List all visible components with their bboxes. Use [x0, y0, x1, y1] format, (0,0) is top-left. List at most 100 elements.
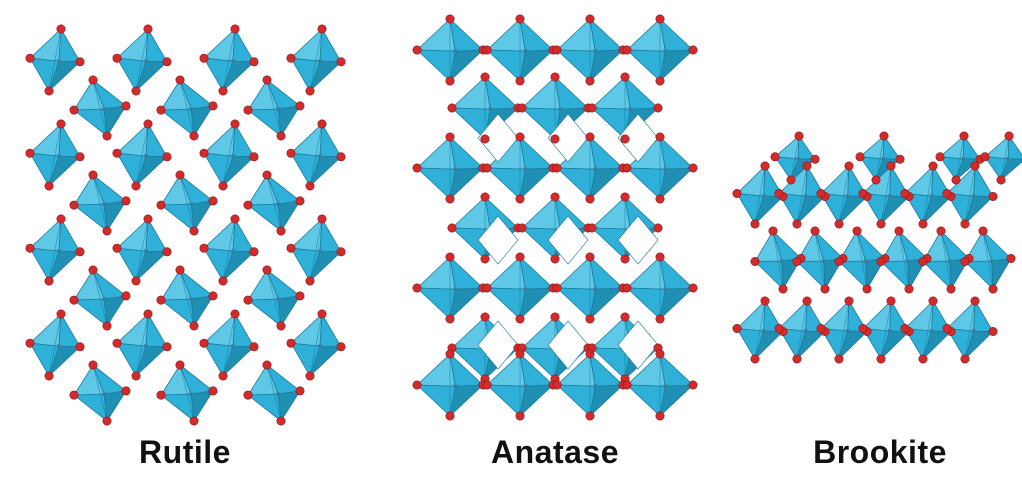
octahedron — [73, 174, 127, 232]
octahedron — [626, 256, 694, 320]
octahedron-face — [309, 250, 342, 282]
oxygen-atom — [75, 152, 85, 162]
octahedron — [247, 269, 301, 327]
titanium-atom — [101, 201, 107, 207]
oxygen-atom — [249, 247, 259, 257]
oxygen-atom — [904, 284, 914, 294]
titanium-atom — [523, 384, 528, 389]
octahedron — [904, 300, 952, 360]
titanium-atom — [593, 167, 598, 172]
octahedron-edge — [796, 165, 808, 225]
octahedron-face — [659, 136, 694, 170]
octahedron-face — [416, 384, 456, 417]
octahedron-face — [416, 287, 456, 320]
oxygen-atom — [552, 45, 562, 55]
octahedron-face — [519, 49, 554, 82]
oxygen-atom — [445, 14, 455, 24]
octahedron-face — [519, 384, 554, 417]
oxygen-atom — [445, 314, 455, 324]
octahedron — [116, 28, 168, 92]
octahedron-face — [29, 123, 62, 157]
oxygen-atom — [774, 323, 784, 333]
octahedron-face — [247, 203, 282, 232]
octahedron-edge — [856, 230, 868, 290]
octahedron-face — [232, 123, 255, 158]
oxygen-atom — [928, 296, 938, 306]
titanium-atom — [881, 156, 886, 162]
oxygen-atom — [218, 86, 228, 96]
oxygen-atom — [156, 295, 166, 305]
oxygen-atom — [162, 152, 172, 162]
octahedron-face — [449, 136, 484, 170]
octahedron-face — [203, 28, 236, 62]
octahedron — [486, 136, 554, 200]
oxygen-atom — [162, 57, 172, 67]
oxygen-atom — [750, 354, 760, 364]
octahedron-face — [319, 313, 342, 348]
octahedron-edge — [92, 269, 108, 327]
oxygen-atom — [276, 131, 286, 141]
octahedron-face — [309, 60, 342, 92]
oxygen-atom — [317, 24, 327, 34]
oxygen-atom — [918, 354, 928, 364]
octahedron-face — [519, 167, 554, 200]
oxygen-atom — [876, 354, 886, 364]
octahedron — [290, 313, 342, 377]
oxygen-atom — [69, 105, 79, 115]
oxygen-atom — [230, 309, 240, 319]
oxygen-atom — [208, 101, 218, 111]
oxygen-atom — [786, 175, 796, 185]
octahedron — [486, 18, 554, 82]
octahedron-edge — [772, 230, 784, 290]
oxygen-atom — [69, 200, 79, 210]
octahedron-face — [781, 258, 802, 290]
octahedron-face — [135, 345, 168, 377]
octahedron-face — [232, 28, 255, 63]
oxygen-atom — [834, 256, 844, 266]
octahedron-face — [319, 28, 342, 63]
octahedron-face — [880, 195, 910, 225]
oxygen-atom — [317, 309, 327, 319]
octahedron-edge — [880, 300, 892, 360]
oxygen-atom — [305, 371, 315, 381]
octahedron-face — [659, 256, 694, 290]
octahedron-face — [486, 384, 526, 417]
oxygen-atom — [412, 380, 422, 390]
titanium-atom — [101, 296, 107, 302]
titanium-atom — [971, 328, 976, 334]
titanium-atom — [453, 384, 458, 389]
oxygen-atom — [88, 265, 98, 275]
octahedron-face — [232, 313, 255, 348]
oxygen-atom — [792, 256, 802, 266]
titanium-atom — [230, 249, 236, 254]
titanium-atom — [317, 59, 323, 64]
octahedron-face — [519, 256, 554, 290]
octahedron-face — [949, 258, 970, 290]
octahedron — [29, 313, 81, 377]
oxygen-atom — [550, 72, 560, 82]
oxygen-atom — [688, 45, 698, 55]
titanium-atom — [188, 106, 194, 112]
titanium-atom — [275, 106, 281, 112]
octahedron-face — [449, 18, 484, 52]
octahedron-face — [247, 393, 282, 422]
oxygen-atom — [750, 219, 760, 229]
titanium-atom — [143, 59, 149, 64]
oxygen-atom — [112, 53, 122, 63]
oxygen-atom — [871, 175, 881, 185]
brookite-structure — [732, 131, 1022, 364]
octahedron-face — [556, 256, 596, 290]
octahedron — [984, 135, 1022, 181]
oxygen-atom — [175, 360, 185, 370]
oxygen-atom — [305, 86, 315, 96]
titanium-atom — [317, 249, 323, 254]
rutile-label: Rutile — [139, 434, 231, 470]
octahedron-face — [556, 49, 596, 82]
octahedron-face — [309, 155, 342, 187]
octahedron — [416, 136, 484, 200]
octahedron — [796, 230, 844, 290]
octahedron-face — [135, 155, 168, 187]
octahedron-face — [589, 167, 624, 200]
octahedron-edge — [48, 28, 62, 92]
